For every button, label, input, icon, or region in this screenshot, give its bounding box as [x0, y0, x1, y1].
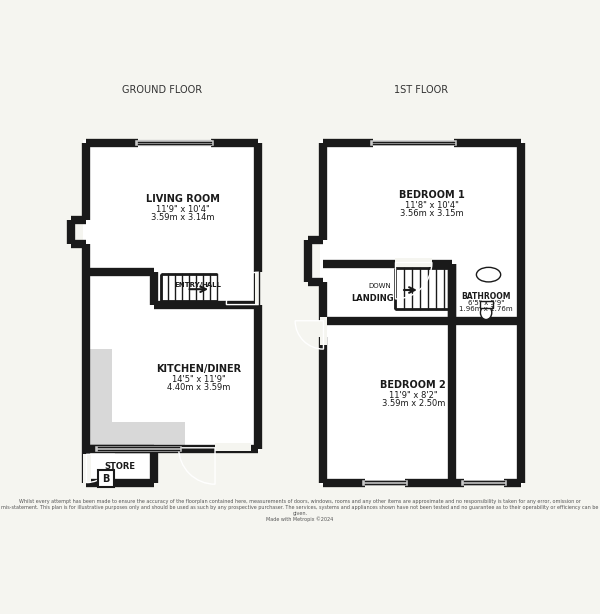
Text: HALL: HALL: [201, 282, 221, 287]
Bar: [395, 258, 432, 266]
Text: 11'9" x 10'4": 11'9" x 10'4": [156, 204, 209, 214]
Bar: [88, 349, 112, 446]
Text: B: B: [102, 473, 109, 484]
Text: DOWN: DOWN: [368, 283, 391, 289]
Text: BEDROOM 1: BEDROOM 1: [399, 190, 465, 200]
Text: 4.40m x 3.59m: 4.40m x 3.59m: [167, 383, 230, 392]
Text: Whilst every attempt has been made to ensure the accuracy of the floorplan conta: Whilst every attempt has been made to en…: [1, 499, 599, 523]
Bar: [98, 470, 114, 487]
Text: 1ST FLOOR: 1ST FLOOR: [394, 85, 448, 95]
Bar: [86, 446, 154, 483]
Bar: [83, 454, 91, 483]
Text: LANDING: LANDING: [352, 293, 394, 303]
Text: BEDROOM 2: BEDROOM 2: [380, 381, 446, 391]
Bar: [320, 317, 327, 345]
Text: 6'5" x 5'9": 6'5" x 5'9": [468, 300, 504, 306]
Text: 3.56m x 3.15m: 3.56m x 3.15m: [400, 209, 464, 217]
Text: 3.59m x 3.14m: 3.59m x 3.14m: [151, 212, 214, 222]
Text: GROUND FLOOR: GROUND FLOOR: [122, 85, 203, 95]
Text: 14'5" x 11'9": 14'5" x 11'9": [172, 375, 226, 384]
Text: STORE: STORE: [105, 462, 136, 471]
Ellipse shape: [476, 267, 500, 282]
Bar: [83, 141, 260, 451]
Bar: [479, 301, 493, 308]
Text: 11'9" x 8'2": 11'9" x 8'2": [389, 391, 437, 400]
Bar: [161, 274, 217, 300]
Text: LIVING ROOM: LIVING ROOM: [146, 195, 220, 204]
Bar: [138, 141, 211, 145]
Ellipse shape: [481, 306, 492, 319]
Text: 1.96m x 1.76m: 1.96m x 1.76m: [459, 306, 513, 312]
Bar: [88, 422, 185, 446]
Text: ENTRY/: ENTRY/: [174, 282, 202, 287]
Bar: [320, 141, 523, 485]
Bar: [215, 443, 251, 451]
Bar: [256, 272, 265, 305]
Text: 3.59m x 2.50m: 3.59m x 2.50m: [382, 398, 445, 408]
Text: 11'8" x 10'4": 11'8" x 10'4": [405, 201, 459, 209]
Text: KITCHEN/DINER: KITCHEN/DINER: [156, 364, 241, 375]
Bar: [395, 268, 452, 309]
Text: BATHROOM: BATHROOM: [461, 292, 511, 301]
